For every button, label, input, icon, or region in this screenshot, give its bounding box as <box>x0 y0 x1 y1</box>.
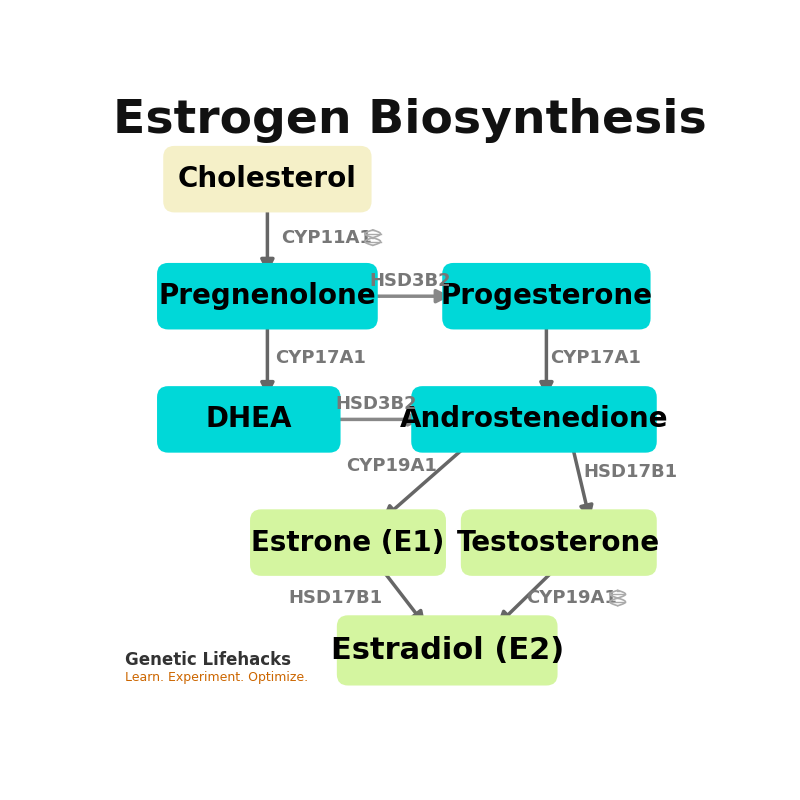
Text: Estrogen Biosynthesis: Estrogen Biosynthesis <box>113 98 707 143</box>
Text: HSD17B1: HSD17B1 <box>583 462 677 481</box>
Text: Estrone (E1): Estrone (E1) <box>251 529 445 557</box>
Text: Learn. Experiment. Optimize.: Learn. Experiment. Optimize. <box>125 671 308 684</box>
Text: Estradiol (E2): Estradiol (E2) <box>330 636 564 665</box>
Text: HSD3B2: HSD3B2 <box>335 395 417 413</box>
FancyBboxPatch shape <box>411 386 657 453</box>
Text: Androstenedione: Androstenedione <box>400 406 668 434</box>
FancyBboxPatch shape <box>337 615 558 686</box>
Text: Genetic Lifehacks: Genetic Lifehacks <box>125 651 291 669</box>
Text: Testosterone: Testosterone <box>458 529 660 557</box>
FancyBboxPatch shape <box>442 263 650 330</box>
Text: CYP17A1: CYP17A1 <box>274 349 366 366</box>
FancyBboxPatch shape <box>157 263 378 330</box>
FancyBboxPatch shape <box>163 146 371 213</box>
Text: HSD3B2: HSD3B2 <box>369 272 451 290</box>
Text: CYP19A1: CYP19A1 <box>526 589 617 607</box>
Text: HSD17B1: HSD17B1 <box>289 589 382 607</box>
FancyBboxPatch shape <box>461 510 657 576</box>
Text: CYP11A1: CYP11A1 <box>281 229 372 246</box>
FancyBboxPatch shape <box>157 386 341 453</box>
Text: CYP17A1: CYP17A1 <box>550 349 642 366</box>
Text: Progesterone: Progesterone <box>440 282 653 310</box>
Text: DHEA: DHEA <box>206 406 292 434</box>
Text: Cholesterol: Cholesterol <box>178 165 357 193</box>
Text: Pregnenolone: Pregnenolone <box>158 282 376 310</box>
FancyBboxPatch shape <box>250 510 446 576</box>
Text: CYP19A1: CYP19A1 <box>346 457 437 474</box>
